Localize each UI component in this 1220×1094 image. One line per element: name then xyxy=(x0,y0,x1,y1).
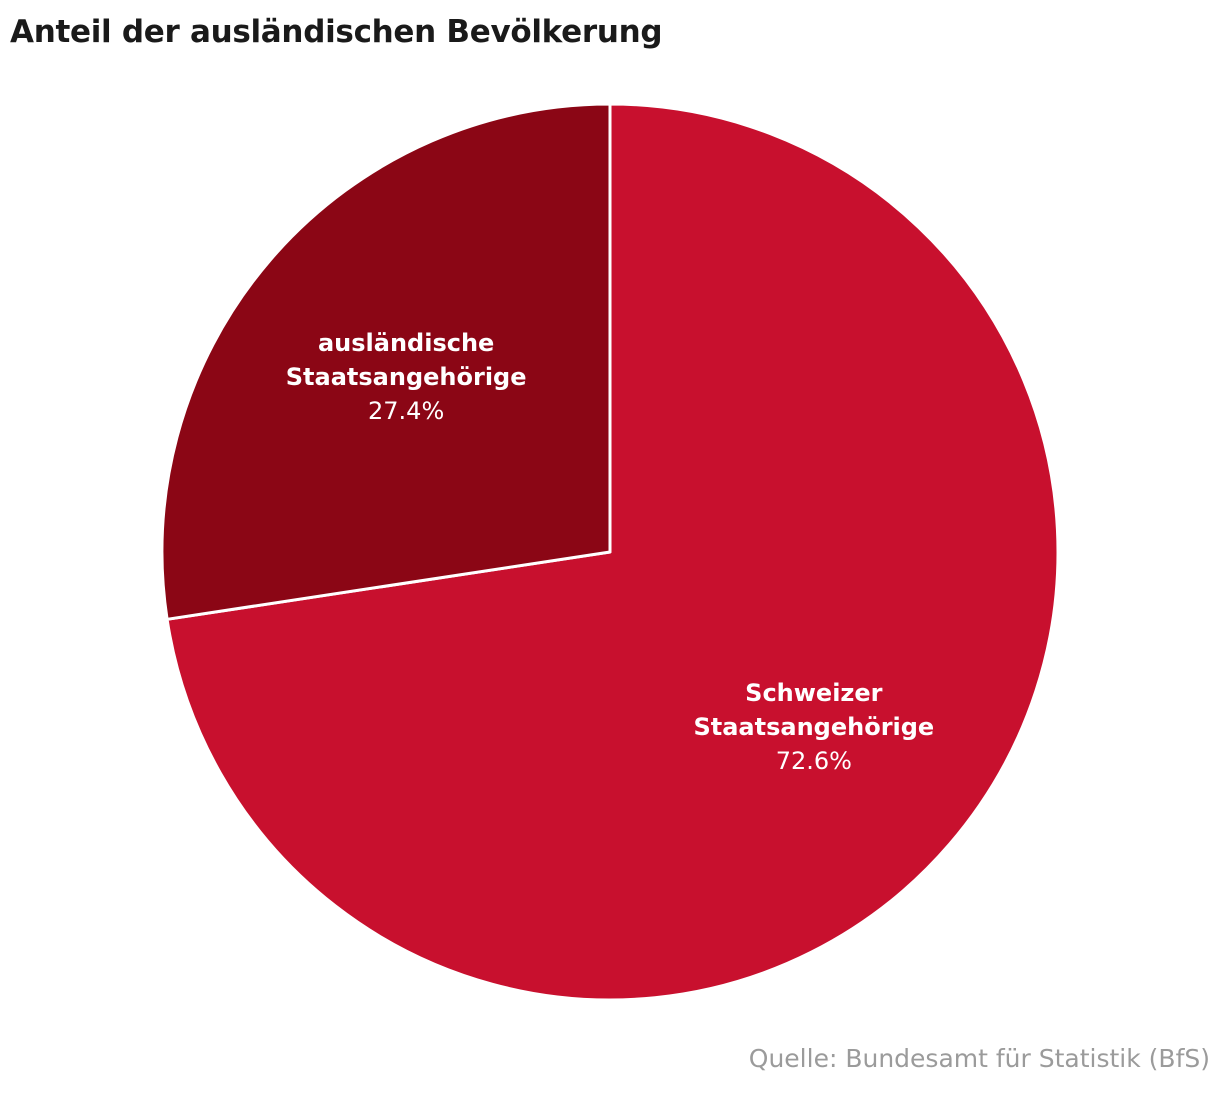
slice-value-label: 27.4% xyxy=(368,397,444,425)
pie-slice-0 xyxy=(165,102,1060,1002)
source-note: Quelle: Bundesamt für Statistik (BfS) xyxy=(748,1044,1210,1073)
slice-name-line: Staatsangehörige xyxy=(286,363,527,391)
pie-labels: Schweizer Staatsangehörige 72.6% ausländisc… xyxy=(286,329,934,775)
slice-value-label: 72.6% xyxy=(776,747,852,775)
pie-slice-1 xyxy=(160,102,612,621)
chart-title: Anteil der ausländischen Bevölkerung xyxy=(10,14,663,50)
slice-name-line: Staatsangehörige xyxy=(693,713,934,741)
pie-slices xyxy=(160,102,1060,1002)
slice-label-0: Schweizer Staatsangehörige 72.6% xyxy=(693,679,934,775)
slice-name-line: Schweizer xyxy=(745,679,883,707)
slice-label-1: ausländische Staatsangehörige 27.4% xyxy=(286,329,527,425)
slice-name-line: ausländische xyxy=(318,329,494,357)
